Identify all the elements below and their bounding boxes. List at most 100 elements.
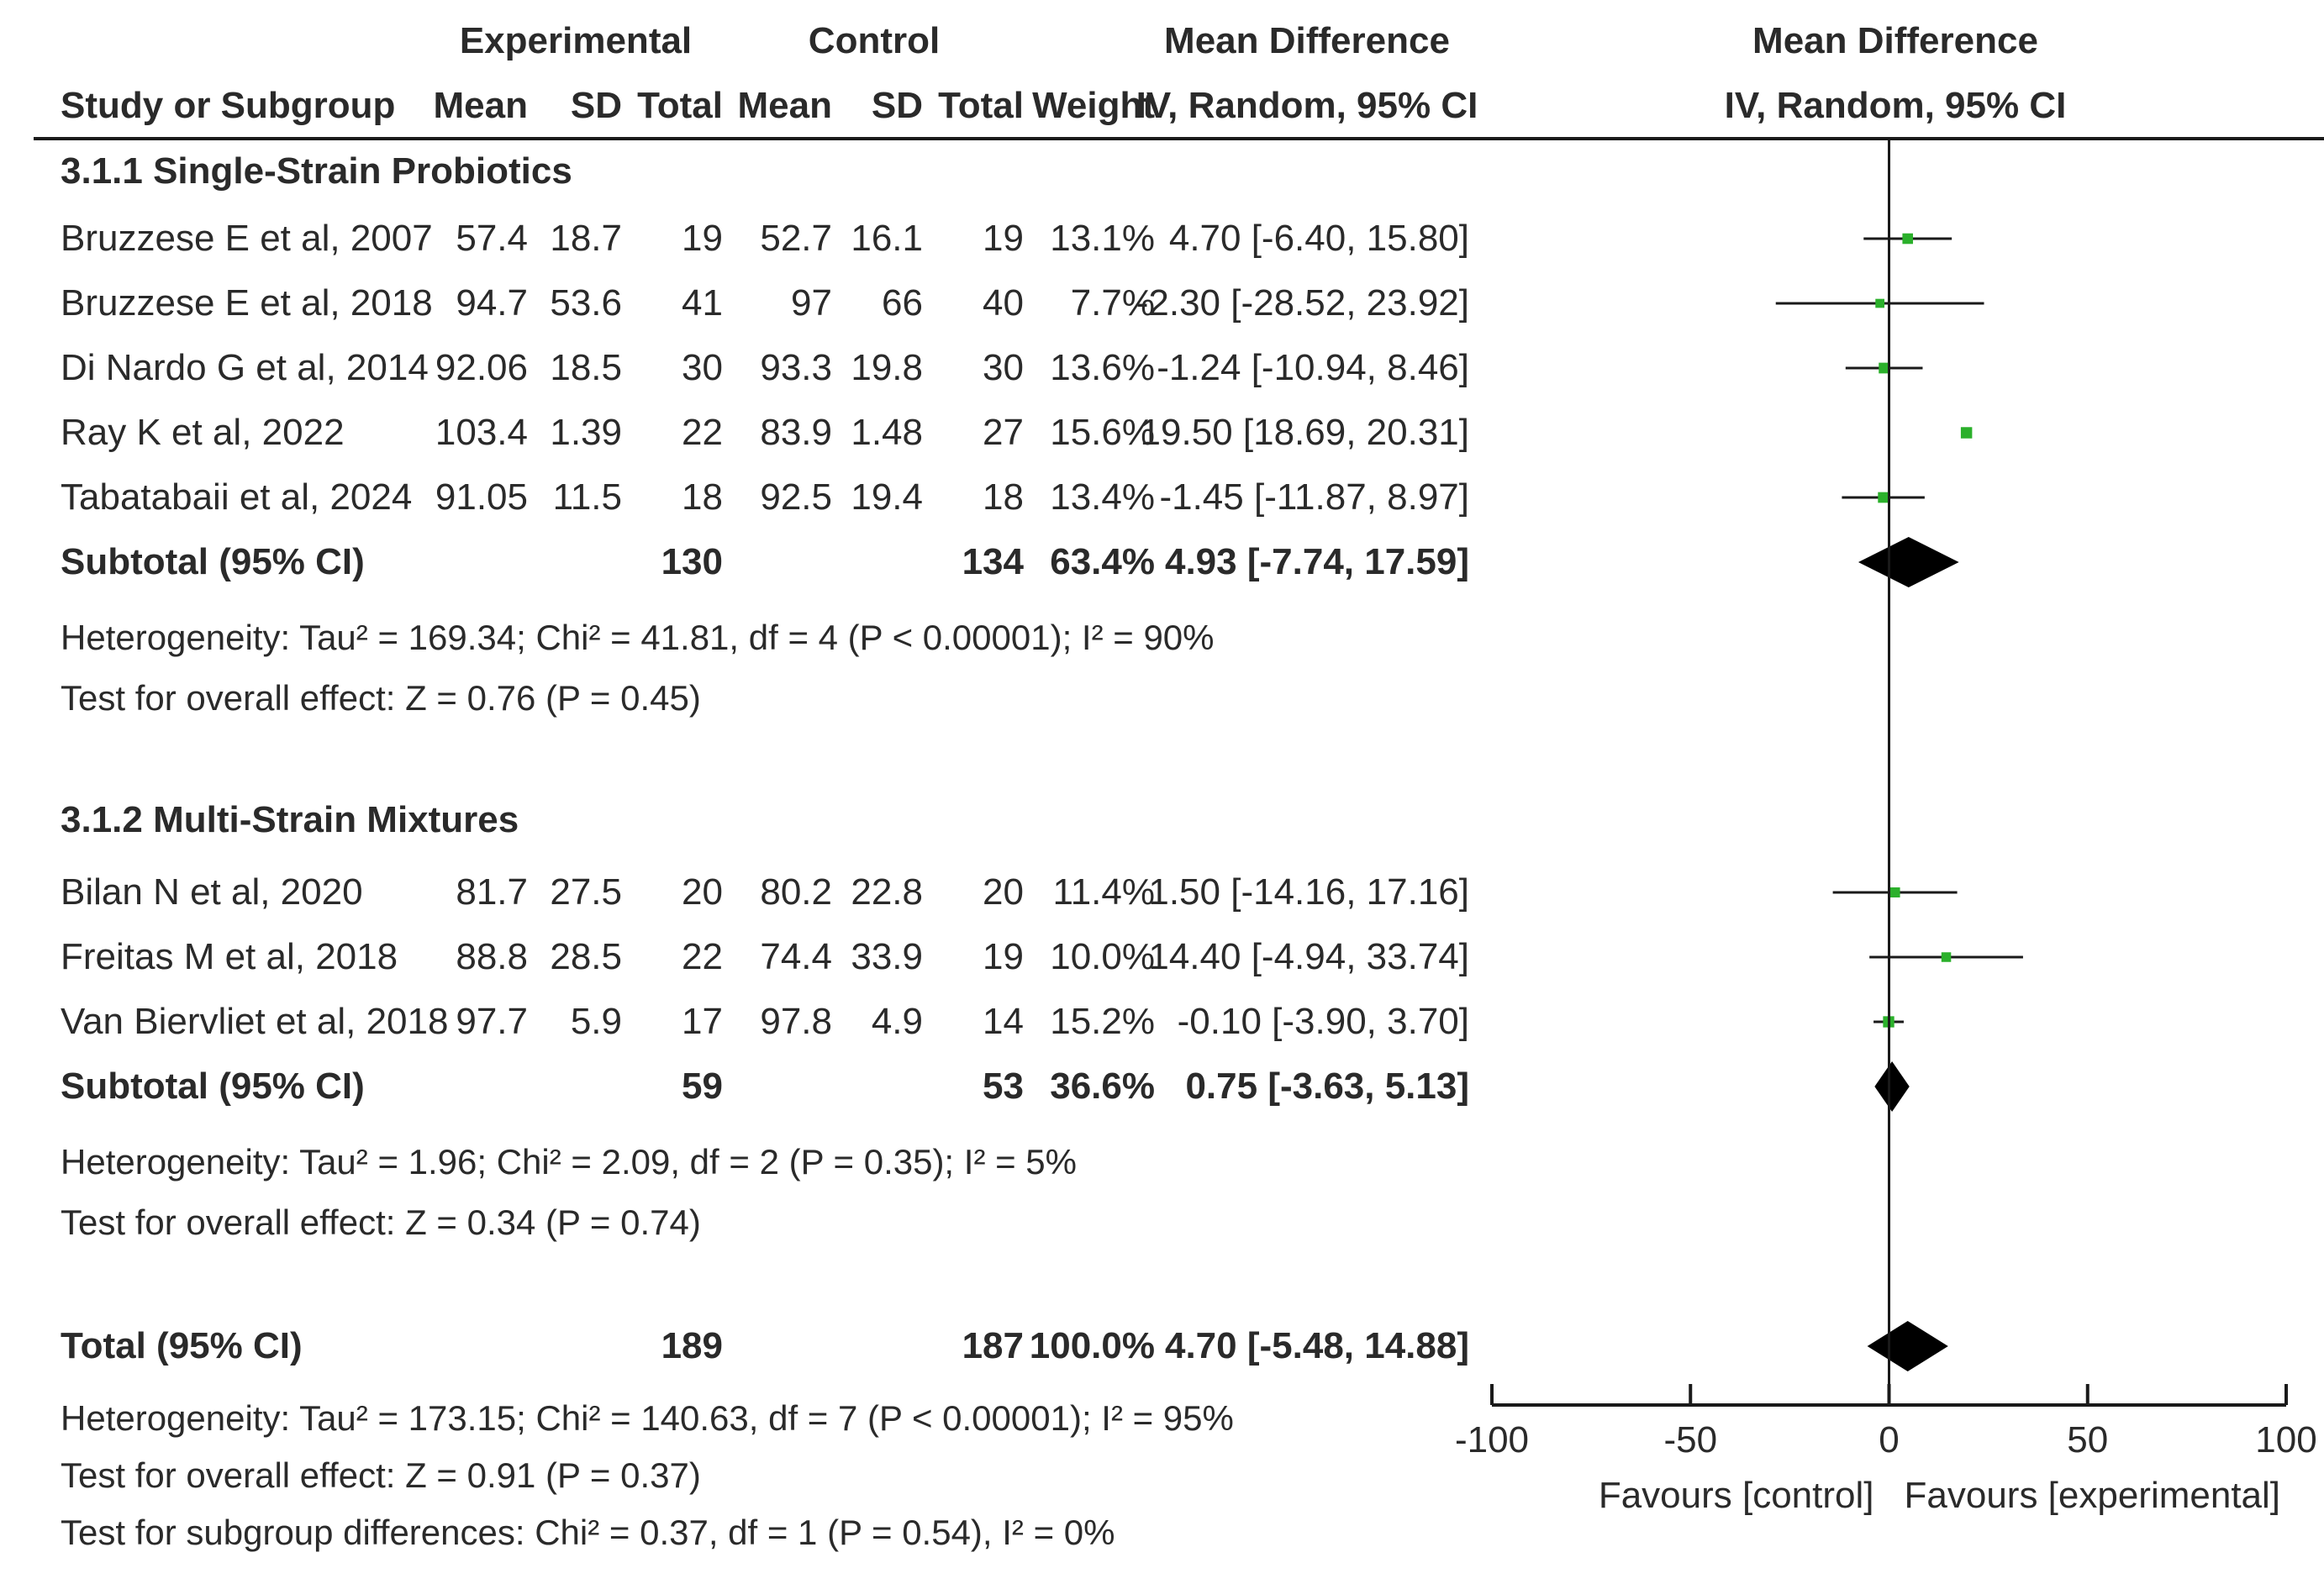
heterogeneity-text: Heterogeneity: Tau² = 169.34; Chi² = 41.… [61, 618, 1215, 657]
exp-sd: 5.9 [571, 1001, 622, 1042]
exp-sd: 11.5 [553, 476, 622, 518]
study-name: Tabatabaii et al, 2024 [61, 476, 412, 518]
ctl-mean: 83.9 [760, 412, 832, 453]
weight: 15.6% [1050, 412, 1155, 453]
favours-experimental-label: Favours [experimental] [1905, 1475, 2281, 1516]
header-method-plot: IV, Random, 95% CI [1725, 85, 2067, 126]
point-estimate-square [1879, 362, 1890, 374]
subtotal-diamond [1874, 1061, 1910, 1112]
ctl-sd: 16.1 [851, 218, 923, 259]
ctl-mean: 97.8 [760, 1001, 832, 1042]
footer-text: Heterogeneity: Tau² = 173.15; Chi² = 140… [61, 1398, 1234, 1438]
header-method: IV, Random, 95% CI [1136, 85, 1478, 126]
exp-sd: 28.5 [550, 936, 622, 977]
exp-mean: 97.7 [456, 1001, 528, 1042]
footer-text: Test for subgroup differences: Chi² = 0.… [61, 1513, 1115, 1552]
x-axis-tick-label: 0 [1879, 1419, 1899, 1460]
ctl-mean: 80.2 [760, 871, 832, 913]
exp-total: 19 [682, 218, 723, 259]
subtotal-ctl-total: 187 [962, 1325, 1024, 1366]
study-name: Bruzzese E et al, 2007 [61, 218, 433, 259]
exp-sd: 53.6 [550, 282, 622, 324]
exp-mean: 81.7 [456, 871, 528, 913]
point-estimate-square [1902, 233, 1913, 245]
x-axis-tick-label: 100 [2255, 1419, 2316, 1460]
ci-label: -0.10 [-3.90, 3.70] [1178, 1001, 1469, 1042]
ci-label: 1.50 [-14.16, 17.16] [1148, 871, 1469, 913]
header-weight: Weight [1032, 85, 1155, 126]
ctl-sd: 4.9 [872, 1001, 923, 1042]
exp-total: 22 [682, 412, 723, 453]
subgroup-title: 3.1.2 Multi-Strain Mixtures [61, 799, 519, 840]
ctl-mean: 92.5 [760, 476, 832, 518]
study-name: Di Nardo G et al, 2014 [61, 347, 429, 388]
study-name: Van Biervliet et al, 2018 [61, 1001, 448, 1042]
header-ctl-total: Total [938, 85, 1024, 126]
header-exp-mean: Mean [434, 85, 528, 126]
weight: 13.1% [1050, 218, 1155, 259]
subtotal-weight: 36.6% [1050, 1066, 1155, 1107]
ci-label: -1.24 [-10.94, 8.46] [1157, 347, 1469, 388]
point-estimate-square [1878, 492, 1889, 503]
exp-total: 41 [682, 282, 723, 324]
header-mean-difference-plot: Mean Difference [1752, 20, 2038, 61]
point-estimate-square [1875, 298, 1884, 308]
ci-label: -2.30 [-28.52, 23.92] [1136, 282, 1469, 324]
ctl-mean: 93.3 [760, 347, 832, 388]
weight: 13.6% [1050, 347, 1155, 388]
ctl-total: 20 [983, 871, 1024, 913]
weight: 10.0% [1050, 936, 1155, 977]
subtotal-exp-total: 59 [682, 1066, 723, 1107]
exp-sd: 1.39 [550, 412, 622, 453]
overall-effect-text: Test for overall effect: Z = 0.34 (P = 0… [61, 1202, 701, 1242]
header-ctl-mean: Mean [738, 85, 832, 126]
exp-total: 30 [682, 347, 723, 388]
header-ctl-sd: SD [872, 85, 923, 126]
subtotal-weight: 63.4% [1050, 541, 1155, 582]
ci-label: 14.40 [-4.94, 33.74] [1148, 936, 1469, 977]
header-exp-sd: SD [571, 85, 622, 126]
point-estimate-square [1941, 952, 1952, 962]
point-estimate-square [1889, 887, 1900, 897]
exp-total: 20 [682, 871, 723, 913]
ctl-sd: 19.4 [851, 476, 923, 518]
study-name: Bilan N et al, 2020 [61, 871, 363, 913]
ctl-total: 27 [983, 412, 1024, 453]
footer-text: Test for overall effect: Z = 0.91 (P = 0… [61, 1455, 701, 1495]
ctl-total: 30 [983, 347, 1024, 388]
exp-mean: 103.4 [435, 412, 528, 453]
subtotal-ci-label: 0.75 [-3.63, 5.13] [1185, 1066, 1469, 1107]
exp-mean: 88.8 [456, 936, 528, 977]
ctl-sd: 22.8 [851, 871, 923, 913]
ci-label: -1.45 [-11.87, 8.97] [1159, 476, 1469, 518]
exp-total: 17 [682, 1001, 723, 1042]
exp-sd: 18.5 [550, 347, 622, 388]
ctl-total: 19 [983, 218, 1024, 259]
ctl-mean: 52.7 [760, 218, 832, 259]
exp-total: 22 [682, 936, 723, 977]
study-name: Bruzzese E et al, 2018 [61, 282, 433, 324]
subtotal-exp-total: 189 [661, 1325, 723, 1366]
exp-mean: 94.7 [456, 282, 528, 324]
ci-label: 19.50 [18.69, 20.31] [1141, 412, 1469, 453]
ctl-total: 19 [983, 936, 1024, 977]
weight: 13.4% [1050, 476, 1155, 518]
exp-sd: 18.7 [550, 218, 622, 259]
ctl-mean: 97 [791, 282, 832, 324]
header-study-or-subgroup: Study or Subgroup [61, 85, 395, 126]
favours-control-label: Favours [control] [1599, 1475, 1874, 1516]
x-axis-tick-label: -100 [1455, 1419, 1529, 1460]
header-control: Control [809, 20, 940, 61]
header-mean-difference-column: Mean Difference [1164, 20, 1450, 61]
subtotal-label: Subtotal (95% CI) [61, 1066, 365, 1107]
x-axis-tick-label: 50 [2067, 1419, 2108, 1460]
study-name: Freitas M et al, 2018 [61, 936, 398, 977]
subtotal-ci-label: 4.93 [-7.74, 17.59] [1165, 541, 1469, 582]
heterogeneity-text: Heterogeneity: Tau² = 1.96; Chi² = 2.09,… [61, 1142, 1077, 1181]
subtotal-weight: 100.0% [1030, 1325, 1155, 1366]
ci-label: 4.70 [-6.40, 15.80] [1169, 218, 1469, 259]
header-experimental: Experimental [460, 20, 692, 61]
exp-mean: 92.06 [435, 347, 528, 388]
subtotal-ctl-total: 53 [983, 1066, 1024, 1107]
